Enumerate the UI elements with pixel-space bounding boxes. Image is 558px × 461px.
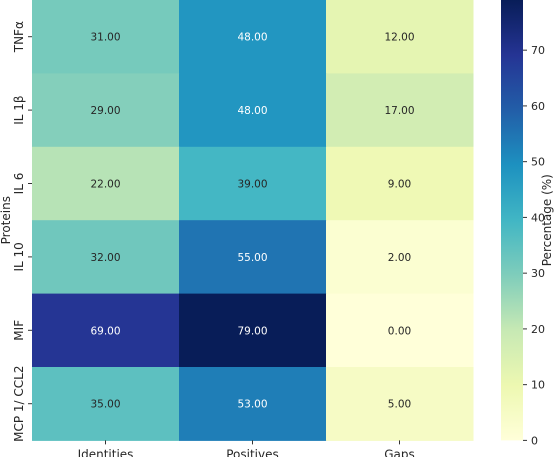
heatmap-cell (179, 220, 327, 295)
cell-value-label: 22.00 (90, 179, 120, 191)
heatmap-cell (326, 220, 474, 295)
cell-value-label: 48.00 (237, 32, 267, 44)
y-tick-label: IL 6 (12, 173, 26, 195)
cell-value-label: 17.00 (384, 105, 414, 117)
cell-value-label: 2.00 (388, 252, 411, 264)
cell-value-label: 12.00 (384, 32, 414, 44)
colorbar-tick-label: 30 (531, 267, 545, 280)
heatmap-cell (326, 146, 474, 221)
cell-value-label: 31.00 (90, 32, 120, 44)
x-tick-label: Identities (78, 447, 134, 457)
colorbar (501, 0, 523, 441)
colorbar-tick-label: 20 (531, 323, 545, 336)
colorbar-tick-label: 70 (531, 44, 545, 57)
cell-value-label: 32.00 (90, 252, 120, 264)
heatmap-cell (179, 0, 327, 74)
colorbar-tick-label: 40 (531, 211, 545, 224)
cell-value-label: 29.00 (90, 105, 120, 117)
heatmap-cell (179, 293, 327, 368)
cell-value-label: 53.00 (237, 399, 267, 411)
heatmap-cell (179, 146, 327, 221)
heatmap-cell (32, 367, 180, 441)
y-tick-label: IL 1β (12, 95, 26, 124)
heatmap-cell (32, 146, 180, 221)
cell-labels: 31.00 48.00 12.00 29.00 48.00 17.00 22.00 39.00… (90, 32, 414, 411)
colorbar-tick-label: 50 (531, 156, 545, 169)
heatmap-cell (326, 293, 474, 368)
cell-value-label: 35.00 (90, 399, 120, 411)
heatmap-cell (32, 73, 180, 148)
cell-value-label: 9.00 (388, 179, 411, 191)
x-axis: Identities Positives Gaps (78, 440, 415, 461)
heatmap-cell (179, 367, 327, 441)
y-tick-label: TNFα (12, 21, 26, 53)
colorbar-label: Percentage (%) (540, 174, 554, 266)
cell-value-label: 5.00 (388, 399, 411, 411)
cell-value-label: 39.00 (237, 179, 267, 191)
colorbar-tick-label: 60 (531, 100, 545, 113)
y-tick-label: MIF (12, 320, 26, 341)
cell-value-label: 79.00 (237, 325, 267, 337)
colorbar-ticks: 0 10 20 30 40 50 60 70 (523, 44, 545, 447)
heatmap-cell (32, 220, 180, 295)
heatmap-cell (179, 73, 327, 148)
colorbar-tick-label: 10 (531, 379, 545, 392)
cell-value-label: 48.00 (237, 105, 267, 117)
heatmap-cell (326, 0, 474, 74)
heatmap-cell (32, 0, 180, 74)
cell-value-label: 55.00 (237, 252, 267, 264)
heatmap-cell (326, 367, 474, 441)
colorbar-tick-label: 0 (531, 434, 538, 447)
x-tick-label: Gaps (384, 447, 415, 457)
y-tick-label: IL 10 (12, 242, 26, 271)
heatmap-cells (32, 0, 474, 441)
y-axis: TNFα IL 1β IL 6 IL 10 MIF MCP 1/ CCL2 (12, 21, 32, 442)
heatmap-cell (32, 293, 180, 368)
cell-value-label: 0.00 (388, 325, 411, 337)
cell-value-label: 69.00 (90, 325, 120, 337)
y-tick-label: MCP 1/ CCL2 (12, 366, 26, 442)
y-axis-label: Proteins (0, 196, 13, 244)
heatmap-cell (326, 73, 474, 148)
x-tick-label: Positives (226, 447, 279, 457)
